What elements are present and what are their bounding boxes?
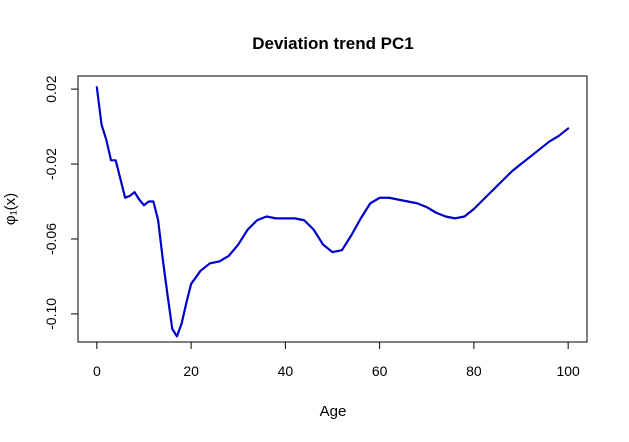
- x-axis: 0 20 40 60 80 100: [93, 341, 580, 379]
- x-tick-label: 20: [183, 363, 199, 379]
- x-tick-label: 60: [372, 363, 388, 379]
- x-tick-label: 80: [466, 363, 482, 379]
- series-layer: [95, 86, 570, 338]
- x-tick-label: 40: [278, 363, 294, 379]
- x-tick-label: 100: [556, 363, 580, 379]
- y-axis-label: φ₁(x): [2, 193, 19, 225]
- series-line: [95, 86, 570, 338]
- x-tick-label: 0: [93, 363, 101, 379]
- y-tick-label: 0.02: [43, 75, 59, 102]
- y-tick-label: -0.10: [43, 298, 59, 330]
- y-axis: 0.02 -0.02 -0.06 -0.10: [43, 75, 79, 330]
- chart-title: Deviation trend PC1: [252, 34, 414, 53]
- y-tick-label: -0.02: [43, 148, 59, 180]
- x-axis-label: Age: [320, 403, 347, 420]
- y-tick-label: -0.06: [43, 223, 59, 255]
